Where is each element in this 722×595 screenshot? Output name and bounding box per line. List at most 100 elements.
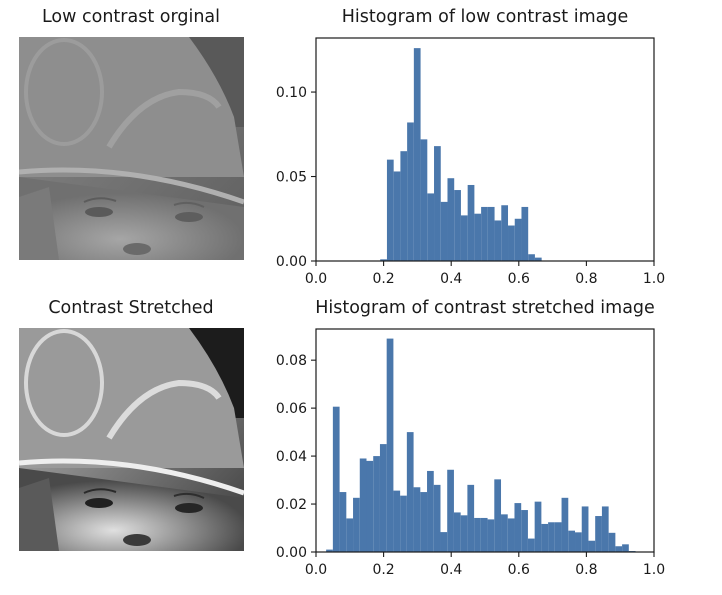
histogram-bar [521,206,529,261]
histogram-bar [339,492,347,552]
histogram-bar [581,506,589,552]
histogram-bar [528,254,535,261]
y-tick-label: 0.00 [276,254,307,270]
x-tick-label: 0.0 [305,562,327,578]
histogram-bar [460,515,468,552]
histogram-bar [379,444,387,552]
histogram-bar [608,532,616,552]
histogram-bar [447,178,455,261]
axes-frame [315,37,655,262]
histogram-bar [359,458,367,552]
histogram-bar [474,517,481,552]
histogram-bar [508,225,515,261]
histogram-bar [346,518,354,552]
histogram-bar [400,151,408,261]
histogram-bar [353,497,360,552]
x-tick-label: 0.6 [508,271,530,287]
axes-frame [315,328,655,553]
histogram-bar [434,146,441,261]
histogram-bar [548,522,555,552]
histogram-bar [400,495,407,552]
histogram-bar [487,519,495,552]
histogram-bar [568,530,576,552]
histogram-bar [554,522,562,552]
histogram-bar [454,190,461,261]
histogram-bar [527,538,535,552]
histogram-bar [393,490,401,552]
histogram-bar [494,479,502,552]
bars [326,338,636,552]
image-title-stretched: Contrast Stretched [48,298,214,318]
histogram-bar [407,122,414,261]
histogram-bar [427,470,434,552]
histogram-bar [386,159,394,261]
y-tick-label: 0.00 [276,545,307,561]
histogram-bar [366,460,374,552]
histogram-bar [622,544,629,552]
histogram-bar [588,540,596,552]
chart-title-low-contrast: Histogram of low contrast image [341,7,629,27]
y-tick-label: 0.04 [276,449,307,465]
y-tick-label: 0.10 [276,85,307,101]
histogram-bar [427,193,435,261]
y-tick-label: 0.06 [276,401,307,417]
contrast-stretched-image [19,328,244,551]
histogram-bar [514,503,522,552]
histogram-bar [467,484,475,552]
histogram-bar [615,546,623,552]
histogram-bar [420,139,428,261]
histogram-bar [433,484,441,552]
histogram-bar [406,432,414,552]
histogram-bar [413,487,421,552]
histogram-bar [440,201,448,261]
histogram-bar [534,257,542,261]
histogram-bar [514,218,522,261]
histogram-bar [487,206,495,261]
y-tick-label: 0.02 [276,497,307,513]
x-tick-label: 1.0 [643,562,665,578]
histogram-bar [447,469,454,552]
x-tick-label: 0.0 [305,271,327,287]
histogram-bar [474,213,482,261]
histogram-bar [507,518,515,552]
image-title-original: Low contrast orginal [41,7,220,27]
histogram-bar [501,205,509,261]
histogram-bar [481,206,488,261]
bars [380,48,542,261]
histogram-bar [460,215,468,261]
x-tick-label: 0.4 [440,271,462,287]
histogram-bar [413,48,421,261]
x-tick-label: 0.4 [440,562,462,578]
histogram-bar [575,532,582,552]
histogram-bar [541,523,549,552]
histogram-bar [380,259,387,261]
histogram-bar [393,171,401,261]
histogram-bar [386,338,394,552]
histogram-bar [420,492,428,552]
x-tick-label: 0.8 [575,271,597,287]
x-tick-label: 1.0 [643,271,665,287]
histogram-bar [501,514,508,552]
histogram-bar [595,516,602,552]
x-tick-label: 0.6 [508,562,530,578]
x-tick-label: 0.8 [575,562,597,578]
histogram-bar [480,517,488,552]
y-tick-label: 0.05 [276,170,307,186]
histogram-bar [332,406,340,552]
histogram-bar [601,506,609,552]
x-tick-label: 0.2 [372,271,394,287]
low-contrast-image [19,37,244,260]
histogram-bar [561,497,569,552]
histogram-bar [534,501,542,552]
y-tick-label: 0.08 [276,353,307,369]
histogram-bar [453,512,461,552]
histogram-bar [494,220,502,261]
histogram-bar [326,549,333,552]
histogram-bar [521,510,528,552]
histogram-bar [440,532,448,552]
x-tick-label: 0.2 [372,562,394,578]
histogram-bar [373,456,380,552]
chart-title-stretched: Histogram of contrast stretched image [315,298,655,318]
